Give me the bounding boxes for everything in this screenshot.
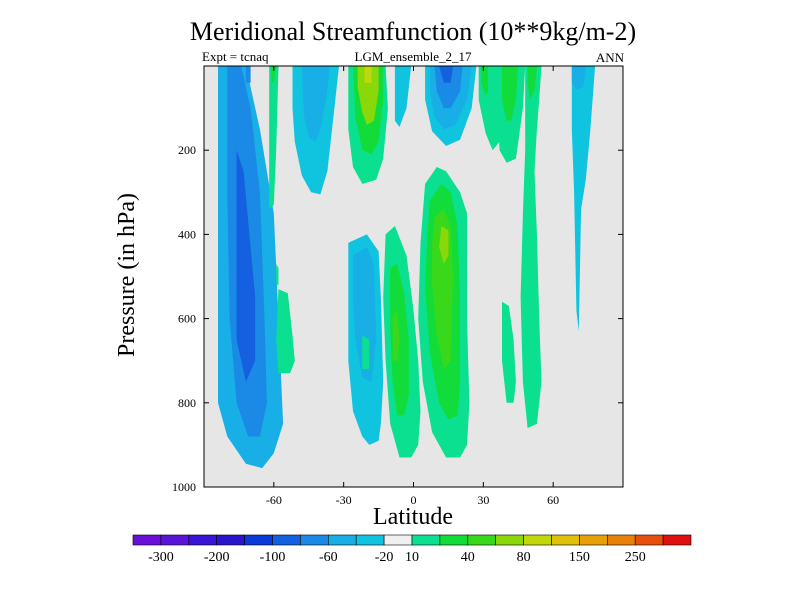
colorbar-label: 10 — [405, 550, 419, 565]
colorbar-swatch — [244, 534, 273, 546]
contour-eq-blue-column — [394, 66, 412, 127]
contour-mid-blue-column-2 — [353, 247, 377, 382]
contour-eq-green-small — [362, 335, 370, 370]
contour-eq-big-green-3 — [392, 310, 400, 361]
colorbar-swatch — [216, 534, 245, 546]
colorbar-label: 80 — [517, 550, 531, 565]
colorbar-swatch — [272, 534, 301, 546]
contour-sh-tiny-green — [276, 263, 279, 285]
x-tick-label: 0 — [411, 493, 417, 507]
y-tick-label: 800 — [178, 396, 196, 410]
colorbar-label: -200 — [204, 550, 230, 565]
colorbar-swatch — [579, 534, 608, 546]
x-tick-label: 60 — [547, 493, 559, 507]
axis-ticks: -60 -30 0 30 60 200 400 600 800 1000 — [172, 66, 623, 507]
contour-eq-big-green-2 — [390, 263, 409, 416]
contour-upper-hadley-core — [364, 66, 372, 83]
y-tick-label: 1000 — [172, 480, 196, 494]
colorbar-swatch — [160, 534, 190, 546]
colorbar-swatch — [188, 534, 218, 546]
colorbar-swatch — [300, 534, 329, 546]
plot-area — [204, 66, 623, 487]
contour-nh-high-blue-core — [571, 66, 586, 90]
contour-sh-small-green — [276, 289, 295, 374]
colorbar-swatch — [662, 534, 692, 546]
colorbar-swatch — [411, 534, 441, 546]
contour-nh-upper-green-big-2 — [502, 66, 519, 121]
colorbar-swatch — [355, 534, 385, 546]
season-label: ANN — [596, 50, 625, 65]
experiment-label: Expt = tcnaq — [202, 49, 269, 64]
contour-nh-mid-green-1 — [502, 301, 516, 403]
contour-upper-ferrel-core — [301, 66, 330, 142]
colorbar-swatch — [523, 534, 552, 546]
y-axis-label: Pressure (in hPa) — [114, 193, 140, 357]
chart-title: Meridional Streamfunction (10**9kg/m-2) — [190, 17, 636, 46]
colorbar-label: 40 — [461, 550, 475, 565]
colorbar-label: 250 — [625, 550, 646, 565]
colorbar-swatch — [132, 534, 162, 546]
colorbar-label: -100 — [260, 550, 286, 565]
contour-sh-sub-green-core — [271, 66, 277, 83]
y-tick-label: 600 — [178, 312, 196, 326]
contour-nh-high-blue — [571, 66, 596, 332]
colorbar-swatch — [439, 534, 469, 546]
colorbar-swatch — [634, 534, 664, 546]
contour-nh-upper-blue-3 — [434, 66, 463, 109]
colorbar-swatch — [495, 534, 524, 546]
contour-nh-upper-blue-4 — [439, 66, 454, 83]
contour-upper-hadley-yellow — [357, 66, 379, 125]
colorbar-swatch — [383, 534, 413, 546]
contour-nh-mid-green-2-core — [527, 66, 537, 100]
contour-sh-cell-core-b — [236, 150, 256, 382]
y-tick-label: 400 — [178, 227, 196, 241]
colorbar-label: -60 — [319, 550, 338, 565]
x-tick-label: -30 — [336, 493, 352, 507]
colorbar-swatch — [327, 534, 357, 546]
contour-sh-sub-green — [269, 66, 279, 210]
contour-nh-mid-green-2 — [520, 66, 542, 429]
contour-nh-hadley-green-2 — [481, 66, 488, 96]
colorbar-swatch — [606, 534, 636, 546]
colorbar-label: 150 — [569, 550, 590, 565]
colorbar-label: -300 — [148, 550, 174, 565]
colorbar-label: -20 — [375, 550, 394, 565]
contour-nh-hadley-lower-core — [439, 226, 449, 264]
colorbar-swatch — [467, 534, 496, 546]
x-tick-label: -60 — [266, 493, 282, 507]
colorbar-swatch — [551, 534, 580, 546]
x-axis-label: Latitude — [373, 504, 453, 530]
y-tick-label: 200 — [178, 143, 196, 157]
colorbar: -300 -200 -100 -60 -20 10 40 80 150 250 — [132, 534, 692, 565]
case-label: LGM_ensemble_2_17 — [355, 49, 472, 64]
x-tick-label: 30 — [477, 493, 489, 507]
contour-sh-cell-core-c — [245, 66, 251, 83]
